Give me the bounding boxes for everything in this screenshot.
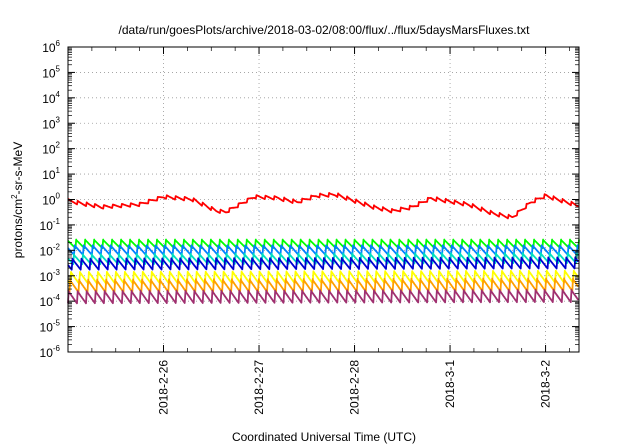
y-tick-label: 10-1: [40, 217, 61, 233]
y-tick-label: 10-3: [40, 268, 61, 284]
series-line: [67, 256, 579, 271]
y-tick-label: 10-4: [40, 293, 61, 309]
series-line: [67, 238, 580, 250]
y-tick-label: 10-2: [40, 242, 61, 258]
y-axis-label: protons/cm2-sr-s-MeV: [10, 142, 25, 258]
chart-title: /data/run/goesPlots/archive/2018-03-02/0…: [119, 23, 531, 37]
x-axis: 2018-2-26 2018-2-27 2018-2-28 2018-3-1 2018-…: [91, 47, 570, 415]
y-tick-label: 100: [42, 192, 60, 208]
x-tick-label: 2018-2-26: [157, 360, 171, 415]
x-tick-label: 2018-3-2: [539, 360, 553, 408]
x-tick-label: 2018-2-28: [348, 360, 362, 415]
x-tick-label: 2018-2-27: [252, 360, 266, 415]
grid: [68, 47, 579, 352]
series-line: [67, 277, 580, 294]
data-series: [67, 192, 580, 305]
y-tick-label: 106: [42, 39, 60, 55]
y-tick-label: 105: [42, 64, 60, 80]
series-line: [67, 192, 579, 220]
x-axis-label: Coordinated Universal Time (UTC): [232, 430, 416, 444]
series-line: [67, 288, 580, 305]
y-tick-label: 102: [42, 141, 60, 157]
y-tick-label: 104: [42, 90, 60, 106]
y-tick-label: 101: [42, 166, 60, 182]
series-line: [67, 269, 580, 285]
series-line: [67, 244, 579, 256]
y-tick-label: 103: [42, 115, 60, 131]
y-tick-label: 10-6: [40, 344, 61, 360]
y-axis: 10-6 10-5 10-4 10-3 10-2 10-1 100 101 102 103 104 1…: [40, 39, 579, 360]
x-tick-label: 2018-3-1: [443, 360, 457, 408]
y-tick-label: 10-5: [40, 319, 61, 335]
